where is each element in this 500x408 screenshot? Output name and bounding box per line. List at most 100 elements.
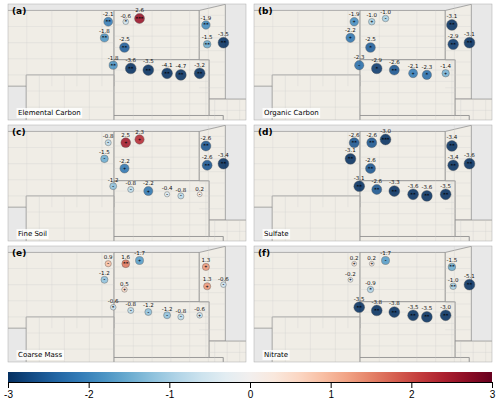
county-line [254,163,360,164]
value-label: -0.9 [365,280,376,286]
value-label: -3.5 [408,304,419,310]
value-label: -3.0 [380,128,391,134]
state-outline [114,302,209,358]
value-label: -0.8 [175,187,186,193]
significance: + [198,313,201,318]
value-label: -2.6 [365,157,376,163]
county-line [227,341,228,362]
state-outline [445,4,471,99]
county-line [379,252,380,301]
value-label: -1.2 [162,306,173,312]
state-outline [8,252,114,328]
site-bubble [110,304,116,310]
county-line [360,345,455,346]
plot-frame [8,4,246,120]
county-line [114,92,209,93]
value-label: -4.1 [162,62,173,68]
county-line [379,131,380,180]
value-label: -2.2 [143,180,154,186]
value-label: 0.2 [367,255,376,261]
plot-frame [254,4,492,120]
panel-subtitle: Fine Soil [18,230,47,238]
county-line [254,284,360,285]
labels: -0.82.52.3-1.5-2.2-1.2-0.8-2.2-0.4-0.80.… [12,127,229,239]
county-line [379,115,380,120]
county-line [460,220,461,241]
significance: * [112,305,115,310]
value-label: -3.4 [218,152,229,158]
tick: 2 [409,382,415,400]
state-outline [114,181,209,237]
significance: - [107,140,110,145]
significance: ** [105,19,111,24]
significance: - [180,314,183,319]
significance: - [384,16,387,21]
county-line [272,107,360,108]
site-bubble [372,184,382,194]
county-line [360,334,455,335]
county-line [170,60,171,116]
panel-title: (d) [258,127,273,137]
significance: - [166,192,169,197]
value-label: -2.5 [119,36,130,42]
panel-subtitle: Elemental Carbon [18,109,81,117]
county-line [199,329,225,330]
county-line [133,131,134,180]
tick: 3 [490,382,496,400]
county-line [209,352,246,353]
county-line [485,99,486,120]
site-bubble [371,305,382,316]
state-outline [114,252,199,301]
county-line [239,220,240,241]
county-line [8,147,114,148]
value-label: -2.1 [103,11,114,17]
significance: ** [348,156,354,161]
labels: -2.1-0.62.6-1.8-2.5-1.8-3.6-3.5-4.1-4.7-… [12,6,229,118]
county-line [360,266,445,267]
significance: + [370,261,373,266]
site-bubble [448,160,459,171]
county-line [360,323,455,324]
significance: ** [128,66,134,71]
county-line [89,75,90,120]
significance: ** [392,189,398,194]
value-label: -3.6 [408,183,419,189]
county-line [485,341,486,362]
significance: ** [443,192,449,197]
value-label: -1.2 [108,177,119,183]
county-line [214,341,215,362]
value-label: 1.6 [121,254,130,260]
county-line [455,231,492,232]
significance: ** [203,143,209,148]
labels: -2.6-2.6-3.0-3.1-2.6-3.1-2.6-3.3-3.6-3.6… [258,127,475,239]
county-line [8,179,114,180]
county-line [445,292,471,293]
significance: * [369,45,372,50]
site-bubble [128,186,134,192]
county-line [64,317,65,362]
site-bubble [421,190,432,201]
site-bubble [201,141,211,151]
significance: ** [392,310,398,315]
county-line [398,10,399,59]
value-label: -2.3 [421,64,432,70]
county-line [254,58,360,59]
tick-label: -2 [85,389,94,400]
value-label: 2.6 [135,7,144,13]
significance: ** [450,284,456,289]
significance: + [124,140,127,145]
significance: - [107,261,110,266]
figure: -2.1-0.62.6-1.8-2.5-1.8-3.6-3.5-4.1-4.7-… [0,0,500,408]
site-bubble [122,260,130,268]
subtitle-box [17,108,83,118]
significance: - [358,63,361,68]
county-line [205,302,206,358]
site-bubble [348,277,353,282]
significance: ** [450,163,456,168]
plot-area [254,246,492,362]
plot-area [254,4,492,120]
plot-frame [254,125,492,241]
county-line [209,110,246,111]
county-line [114,334,209,335]
county-line [133,236,134,241]
